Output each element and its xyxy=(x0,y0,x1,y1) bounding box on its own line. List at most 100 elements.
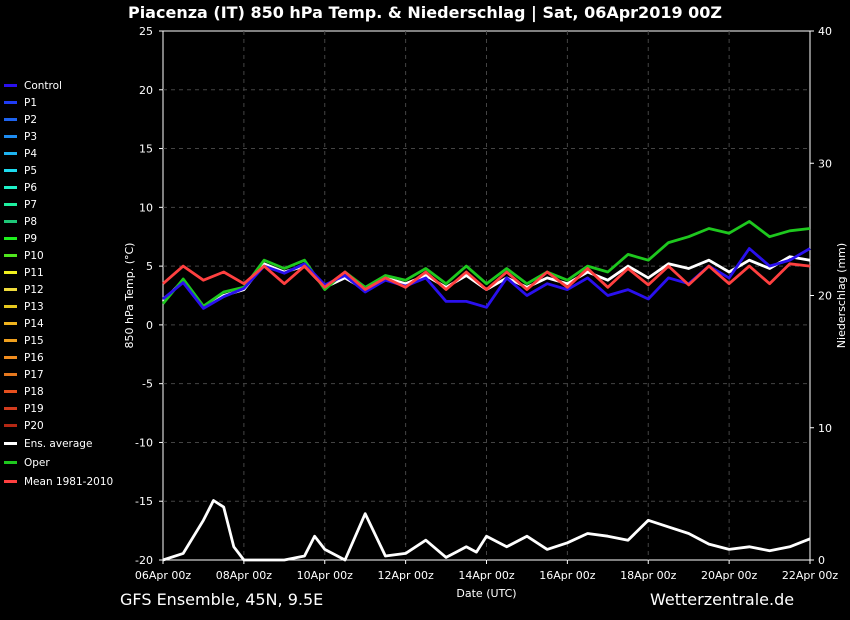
legend-item: Control xyxy=(4,77,113,94)
legend-swatch xyxy=(4,288,17,291)
y-tick-label: 20 xyxy=(139,84,153,97)
legend-label: Oper xyxy=(24,456,50,469)
legend-swatch xyxy=(4,220,17,223)
y2-tick-label: 40 xyxy=(818,25,832,38)
x-tick-label: 10Apr 00z xyxy=(297,569,354,582)
x-tick-label: 12Apr 00z xyxy=(377,569,434,582)
series-line-oper-temp xyxy=(161,219,811,308)
y2-tick-label: 0 xyxy=(818,554,825,567)
legend-label: P2 xyxy=(24,113,38,126)
legend-item: P13 xyxy=(4,298,113,315)
legend-swatch xyxy=(4,135,17,138)
x-tick-label: 08Apr 00z xyxy=(216,569,273,582)
legend-swatch xyxy=(4,237,17,240)
legend-label: P5 xyxy=(24,164,38,177)
legend-swatch xyxy=(4,407,17,410)
legend-label: P14 xyxy=(24,317,44,330)
legend-swatch xyxy=(4,390,17,393)
y2-axis-label: Niederschlag (mm) xyxy=(835,243,848,348)
legend-item: P18 xyxy=(4,383,113,400)
series-line-mean-1981-2010-temp xyxy=(162,262,811,292)
legend-item: P6 xyxy=(4,179,113,196)
x-tick-label: 06Apr 00z xyxy=(135,569,192,582)
legend-item: P19 xyxy=(4,400,113,417)
legend-swatch xyxy=(4,480,17,483)
y2-tick-label: 10 xyxy=(818,422,832,435)
footer-source: GFS Ensemble, 45N, 9.5E xyxy=(120,590,324,609)
legend-swatch xyxy=(4,84,17,87)
legend-label: P4 xyxy=(24,147,38,160)
y-tick-label: -15 xyxy=(135,495,153,508)
legend-label: Ens. average xyxy=(24,437,93,450)
legend-swatch xyxy=(4,169,17,172)
y-tick-label: -20 xyxy=(135,554,153,567)
legend: Control P1 P2 P3 P4 P5 P6 P7 P8 P9 P10 P11 P12 P13 P14… xyxy=(4,77,113,491)
legend-item: P8 xyxy=(4,213,113,230)
legend-label: P13 xyxy=(24,300,44,313)
legend-item: P16 xyxy=(4,349,113,366)
y-tick-label: -5 xyxy=(142,378,153,391)
legend-label: P17 xyxy=(24,368,44,381)
legend-item: P9 xyxy=(4,230,113,247)
legend-swatch xyxy=(4,373,17,376)
y-axis-label: 850 hPa Temp. (°C) xyxy=(123,243,136,349)
legend-label: P15 xyxy=(24,334,44,347)
legend-swatch xyxy=(4,186,17,189)
legend-item: P20 xyxy=(4,417,113,434)
footer-site: Wetterzentrale.de xyxy=(650,590,795,609)
legend-swatch xyxy=(4,339,17,342)
series-line-ens-average-precip xyxy=(162,499,811,562)
legend-item: P1 xyxy=(4,94,113,111)
legend-item: P7 xyxy=(4,196,113,213)
y-tick-label: 5 xyxy=(146,260,153,273)
x-axis-label: Date (UTC) xyxy=(456,587,516,600)
legend-label: P11 xyxy=(24,266,44,279)
legend-label: P18 xyxy=(24,385,44,398)
legend-label: P1 xyxy=(24,96,38,109)
x-tick-label: 16Apr 00z xyxy=(539,569,596,582)
legend-swatch xyxy=(4,442,17,445)
y-tick-label: 0 xyxy=(146,319,153,332)
legend-swatch xyxy=(4,101,17,104)
legend-item: Mean 1981-2010 xyxy=(4,472,113,491)
x-tick-label: 14Apr 00z xyxy=(458,569,515,582)
legend-item: P15 xyxy=(4,332,113,349)
legend-swatch xyxy=(4,461,17,464)
x-tick-label: 22Apr 00z xyxy=(782,569,839,582)
legend-swatch xyxy=(4,271,17,274)
legend-item: P14 xyxy=(4,315,113,332)
legend-label: P6 xyxy=(24,181,38,194)
legend-label: P16 xyxy=(24,351,44,364)
legend-swatch xyxy=(4,322,17,325)
legend-label: P8 xyxy=(24,215,38,228)
y-tick-label: 25 xyxy=(139,25,153,38)
legend-item: P17 xyxy=(4,366,113,383)
legend-item: P2 xyxy=(4,111,113,128)
legend-swatch xyxy=(4,152,17,155)
legend-swatch xyxy=(4,254,17,257)
legend-item: P3 xyxy=(4,128,113,145)
x-tick-label: 18Apr 00z xyxy=(620,569,677,582)
legend-item: P11 xyxy=(4,264,113,281)
legend-label: P9 xyxy=(24,232,38,245)
legend-swatch xyxy=(4,203,17,206)
legend-label: Control xyxy=(24,79,62,92)
y2-tick-label: 30 xyxy=(818,157,832,170)
legend-item: P10 xyxy=(4,247,113,264)
legend-label: Mean 1981-2010 xyxy=(24,475,114,488)
legend-label: P20 xyxy=(24,419,44,432)
legend-swatch xyxy=(4,424,17,427)
legend-label: P3 xyxy=(24,130,38,143)
legend-label: P10 xyxy=(24,249,44,262)
legend-label: P19 xyxy=(24,402,44,415)
legend-swatch xyxy=(4,118,17,121)
legend-item: Oper xyxy=(4,453,113,472)
y2-tick-label: 20 xyxy=(818,290,832,303)
legend-label: P12 xyxy=(24,283,44,296)
chart-title: Piacenza (IT) 850 hPa Temp. & Niederschl… xyxy=(127,3,723,22)
legend-swatch xyxy=(4,305,17,308)
legend-item: Ens. average xyxy=(4,434,113,453)
y-tick-label: 15 xyxy=(139,143,153,156)
y-tick-label: -10 xyxy=(135,436,153,449)
